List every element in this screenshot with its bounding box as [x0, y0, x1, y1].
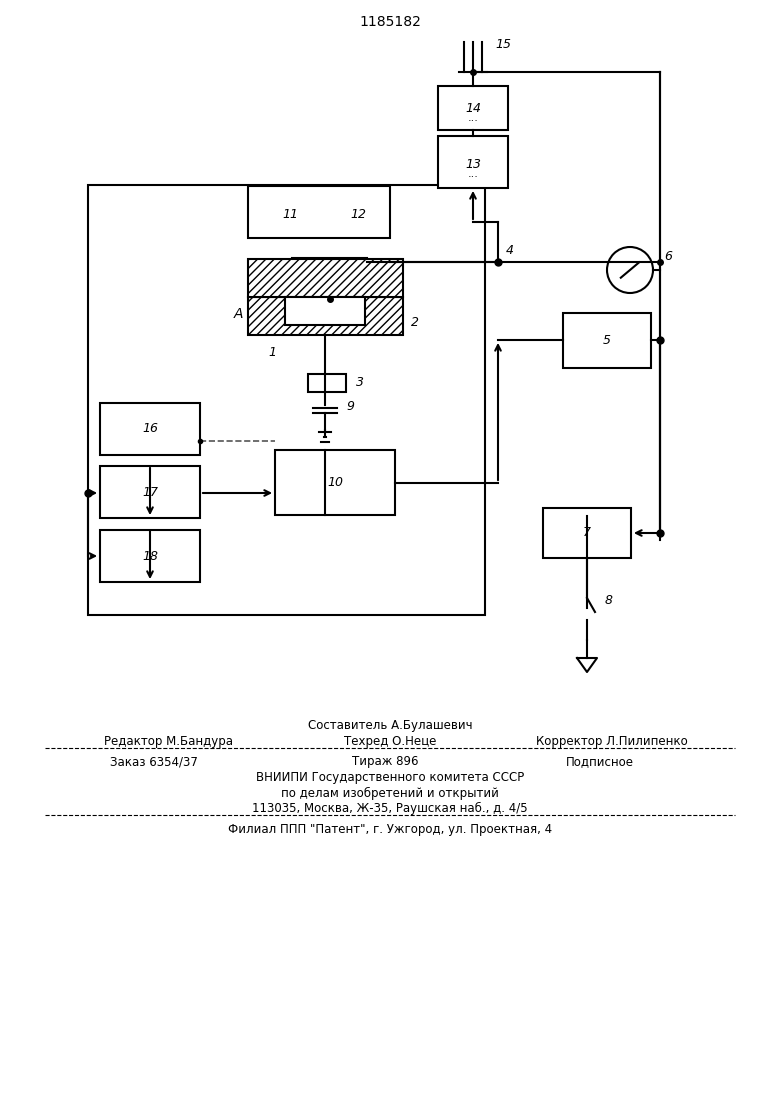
Text: 17: 17 — [142, 485, 158, 499]
Bar — [563, 313, 651, 368]
Bar — [285, 297, 365, 325]
Text: 15: 15 — [495, 38, 511, 51]
Text: Заказ 6354/37: Заказ 6354/37 — [110, 756, 198, 769]
Text: ...: ... — [467, 169, 478, 179]
Text: 9: 9 — [346, 400, 354, 414]
Text: 2: 2 — [411, 315, 419, 329]
Text: 3: 3 — [356, 376, 364, 389]
Bar — [248, 297, 403, 335]
Text: 4: 4 — [506, 244, 514, 257]
Bar — [248, 186, 390, 238]
Text: 6: 6 — [664, 250, 672, 264]
Bar — [100, 403, 200, 456]
Text: Корректор Л.Пилипенко: Корректор Л.Пилипенко — [536, 736, 688, 749]
Text: 8: 8 — [605, 593, 613, 607]
Bar — [543, 508, 631, 558]
Bar — [88, 185, 485, 615]
Bar — [275, 450, 395, 515]
Text: 12: 12 — [350, 207, 366, 221]
Bar — [438, 86, 508, 130]
Text: 1185182: 1185182 — [359, 15, 421, 29]
Text: Редактор М.Бандура: Редактор М.Бандура — [104, 736, 232, 749]
Bar — [292, 258, 367, 290]
Text: ВНИИПИ Государственного комитета СССР: ВНИИПИ Государственного комитета СССР — [256, 771, 524, 784]
Text: Техред О.Неце: Техред О.Неце — [344, 736, 436, 749]
Bar — [438, 136, 508, 188]
Text: Филиал ППП "Патент", г. Ужгород, ул. Проектная, 4: Филиал ППП "Патент", г. Ужгород, ул. Про… — [228, 824, 552, 836]
Bar — [308, 374, 346, 392]
Bar — [248, 259, 403, 297]
Text: по делам изобретений и открытий: по делам изобретений и открытий — [281, 786, 499, 800]
Text: 5: 5 — [603, 334, 611, 347]
Text: A: A — [233, 307, 243, 321]
Text: Тираж 896: Тираж 896 — [352, 756, 418, 769]
Text: 14: 14 — [465, 101, 481, 115]
Text: 16: 16 — [142, 422, 158, 436]
Text: 10: 10 — [327, 476, 343, 490]
Text: 13: 13 — [465, 158, 481, 171]
Text: Составитель А.Булашевич: Составитель А.Булашевич — [307, 719, 473, 732]
Text: ...: ... — [467, 113, 478, 124]
Text: 1: 1 — [268, 345, 276, 358]
Text: 11: 11 — [282, 207, 298, 221]
Text: 7: 7 — [583, 526, 591, 539]
Text: 113035, Москва, Ж-35, Раушская наб., д. 4/5: 113035, Москва, Ж-35, Раушская наб., д. … — [252, 802, 528, 814]
Text: Подписное: Подписное — [566, 756, 634, 769]
Text: 18: 18 — [142, 549, 158, 563]
Bar — [100, 465, 200, 518]
Bar — [100, 531, 200, 582]
